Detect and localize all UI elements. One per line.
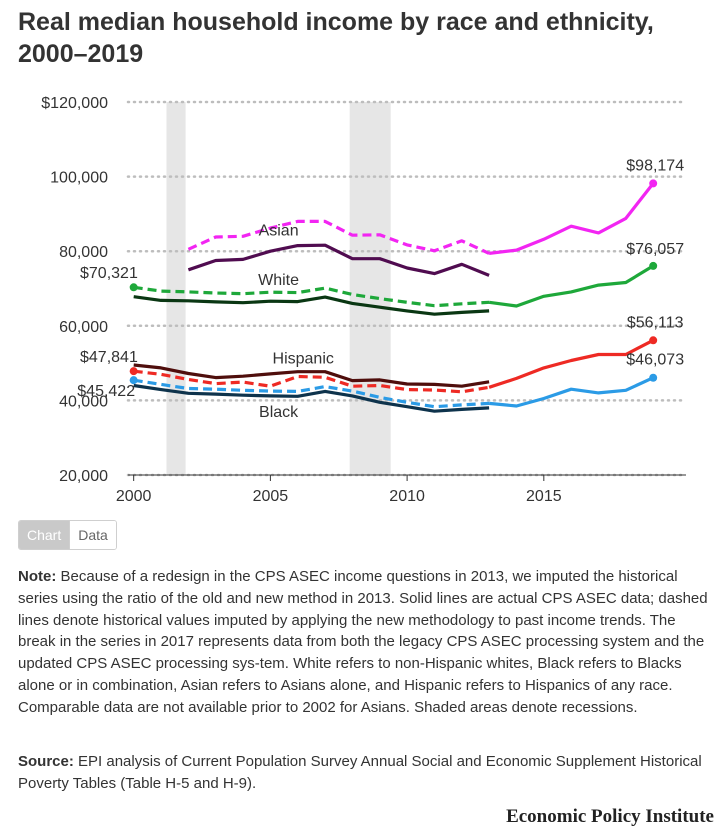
y-tick-label: 20,000 [59,468,108,485]
hispanic-series-label: Hispanic [273,350,334,367]
note-text: Because of a redesign in the CPS ASEC in… [18,568,708,716]
white-end-marker [649,261,658,270]
view-toggle: Chart Data [18,520,117,550]
line-chart: 20,000 40,000 60,000 80,000 100,000 $120,000 2… [41,95,688,505]
black-end-value-label: $46,073 [626,352,684,369]
white-end-value-label: $76,057 [626,241,684,258]
black-new-method-line [488,376,654,408]
black-imputed-line [133,378,490,409]
asian-end-value-label: $98,174 [626,158,684,175]
black-end-marker [649,373,658,382]
asian-imputed-line [187,219,490,255]
hispanic-start-value-label: $47,841 [80,349,138,366]
black-old-method-line [133,383,490,413]
source-text: EPI analysis of Current Population Surve… [18,753,702,792]
white-old-method-line [133,295,490,316]
x-tick-label: 2000 [116,488,152,505]
tab-data[interactable]: Data [69,521,116,549]
hispanic-old-method-line [133,363,490,388]
hispanic-imputed-line [133,369,490,394]
x-tick-label: 2010 [389,488,425,505]
hispanic-new-method-line [488,338,654,389]
y-tick-label: $120,000 [41,95,108,112]
hispanic-end-value-label: $56,113 [627,315,684,332]
brand-logo: Economic Policy Institute [506,806,714,827]
source-label: Source: [18,753,74,770]
white-new-method-line [488,264,655,308]
asian-old-method-line [187,243,490,277]
note-paragraph: Note: Because of a redesign in the CPS A… [18,566,708,719]
white-imputed-line [133,285,490,308]
white-start-marker [129,283,138,292]
note-label: Note: [18,568,57,585]
x-tick-label: 2015 [526,488,562,505]
asian-end-marker [649,179,658,188]
asian-series-label: Asian [259,223,299,240]
recession-band-2 [349,102,391,475]
black-start-value-label: $45,422 [77,383,135,400]
hispanic-start-marker [129,367,138,376]
x-tick-label: 2005 [253,488,289,505]
recession-band-1 [166,102,186,475]
chart-title: Real median household income by race and… [18,8,654,68]
y-tick-label: 60,000 [59,319,108,336]
source-paragraph: Source: EPI analysis of Current Populati… [18,751,708,795]
y-tick-label: 80,000 [59,244,108,261]
y-tick-label: 100,000 [50,170,108,187]
black-series-label: Black [259,404,299,421]
tab-chart[interactable]: Chart [19,521,70,549]
y-tick-label: 40,000 [59,393,108,410]
white-start-value-label: $70,321 [80,265,138,282]
black-start-marker [129,376,138,385]
white-series-label: White [258,272,299,289]
hispanic-end-marker [649,336,658,345]
asian-new-method-line [488,182,655,255]
